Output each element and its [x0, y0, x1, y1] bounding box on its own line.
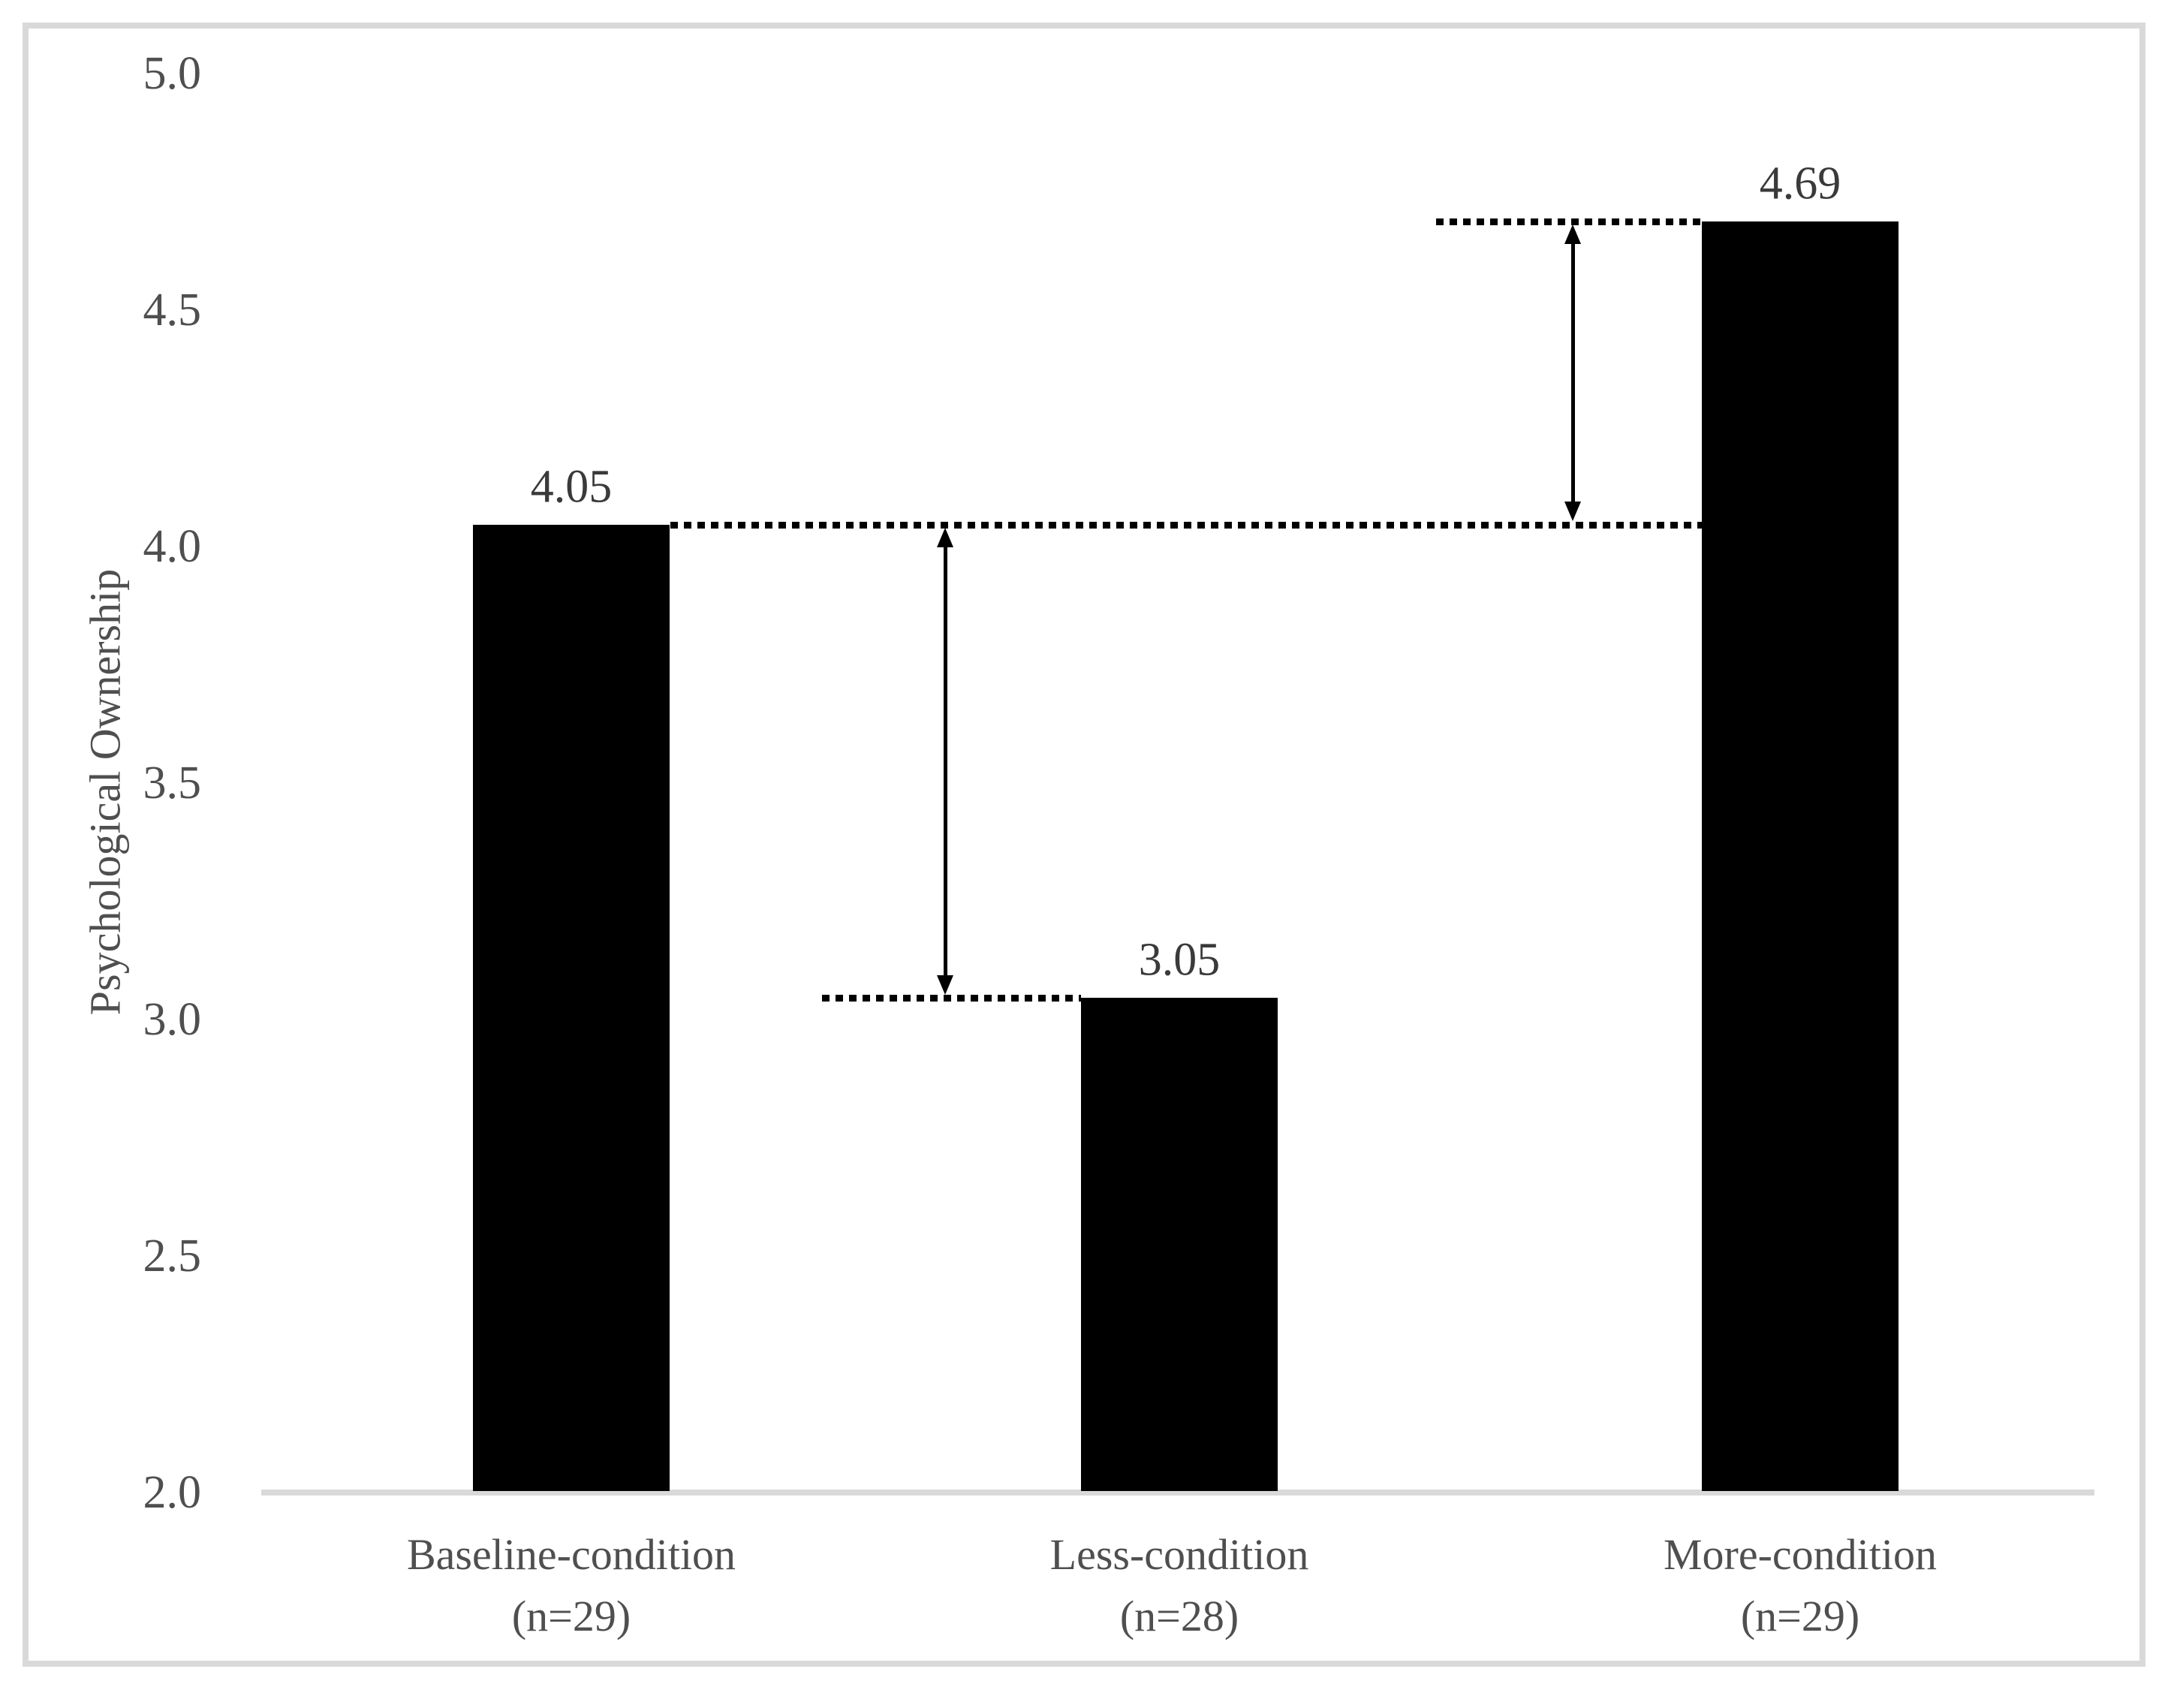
y-tick-label: 3.0 [143, 994, 202, 1046]
chart-border-frame [23, 23, 2145, 1667]
arrow-shaft [1570, 239, 1575, 507]
bar-value-label: 4.05 [530, 461, 613, 512]
arrow-head-down-icon [1564, 502, 1581, 522]
difference-arrow [1564, 224, 1581, 522]
arrow-shaft [943, 542, 947, 980]
bar-value-label: 3.05 [1138, 934, 1221, 985]
arrow-head-up-icon [937, 527, 953, 547]
category-name: Less-condition [1049, 1530, 1309, 1579]
bar [473, 524, 670, 1491]
category-label: Baseline-condition (n=29) [407, 1524, 736, 1647]
bar [1081, 997, 1278, 1491]
arrow-head-down-icon [937, 974, 953, 995]
category-name: Baseline-condition [406, 1530, 736, 1579]
arrow-head-up-icon [1564, 224, 1581, 245]
dotted-reference-line [1436, 218, 1703, 225]
bar [1702, 221, 1899, 1491]
x-axis-baseline [261, 1490, 2094, 1496]
dotted-reference-line [670, 522, 1703, 529]
dotted-reference-line [822, 995, 1081, 1002]
y-tick-label: 4.5 [143, 285, 202, 336]
category-n-count: (n=28) [1119, 1592, 1239, 1640]
category-n-count: (n=29) [511, 1592, 631, 1640]
bar-value-label: 4.69 [1759, 158, 1841, 209]
y-tick-label: 2.5 [143, 1231, 202, 1282]
category-n-count: (n=29) [1740, 1592, 1860, 1640]
category-label: Less-condition (n=28) [1050, 1524, 1309, 1647]
difference-arrow [937, 527, 953, 995]
category-name: More-condition [1663, 1530, 1938, 1579]
y-tick-label: 4.0 [143, 521, 202, 573]
y-tick-label: 2.0 [143, 1467, 202, 1519]
category-label: More-condition (n=29) [1664, 1524, 1937, 1647]
y-tick-label: 3.5 [143, 758, 202, 809]
y-tick-label: 5.0 [143, 48, 202, 100]
